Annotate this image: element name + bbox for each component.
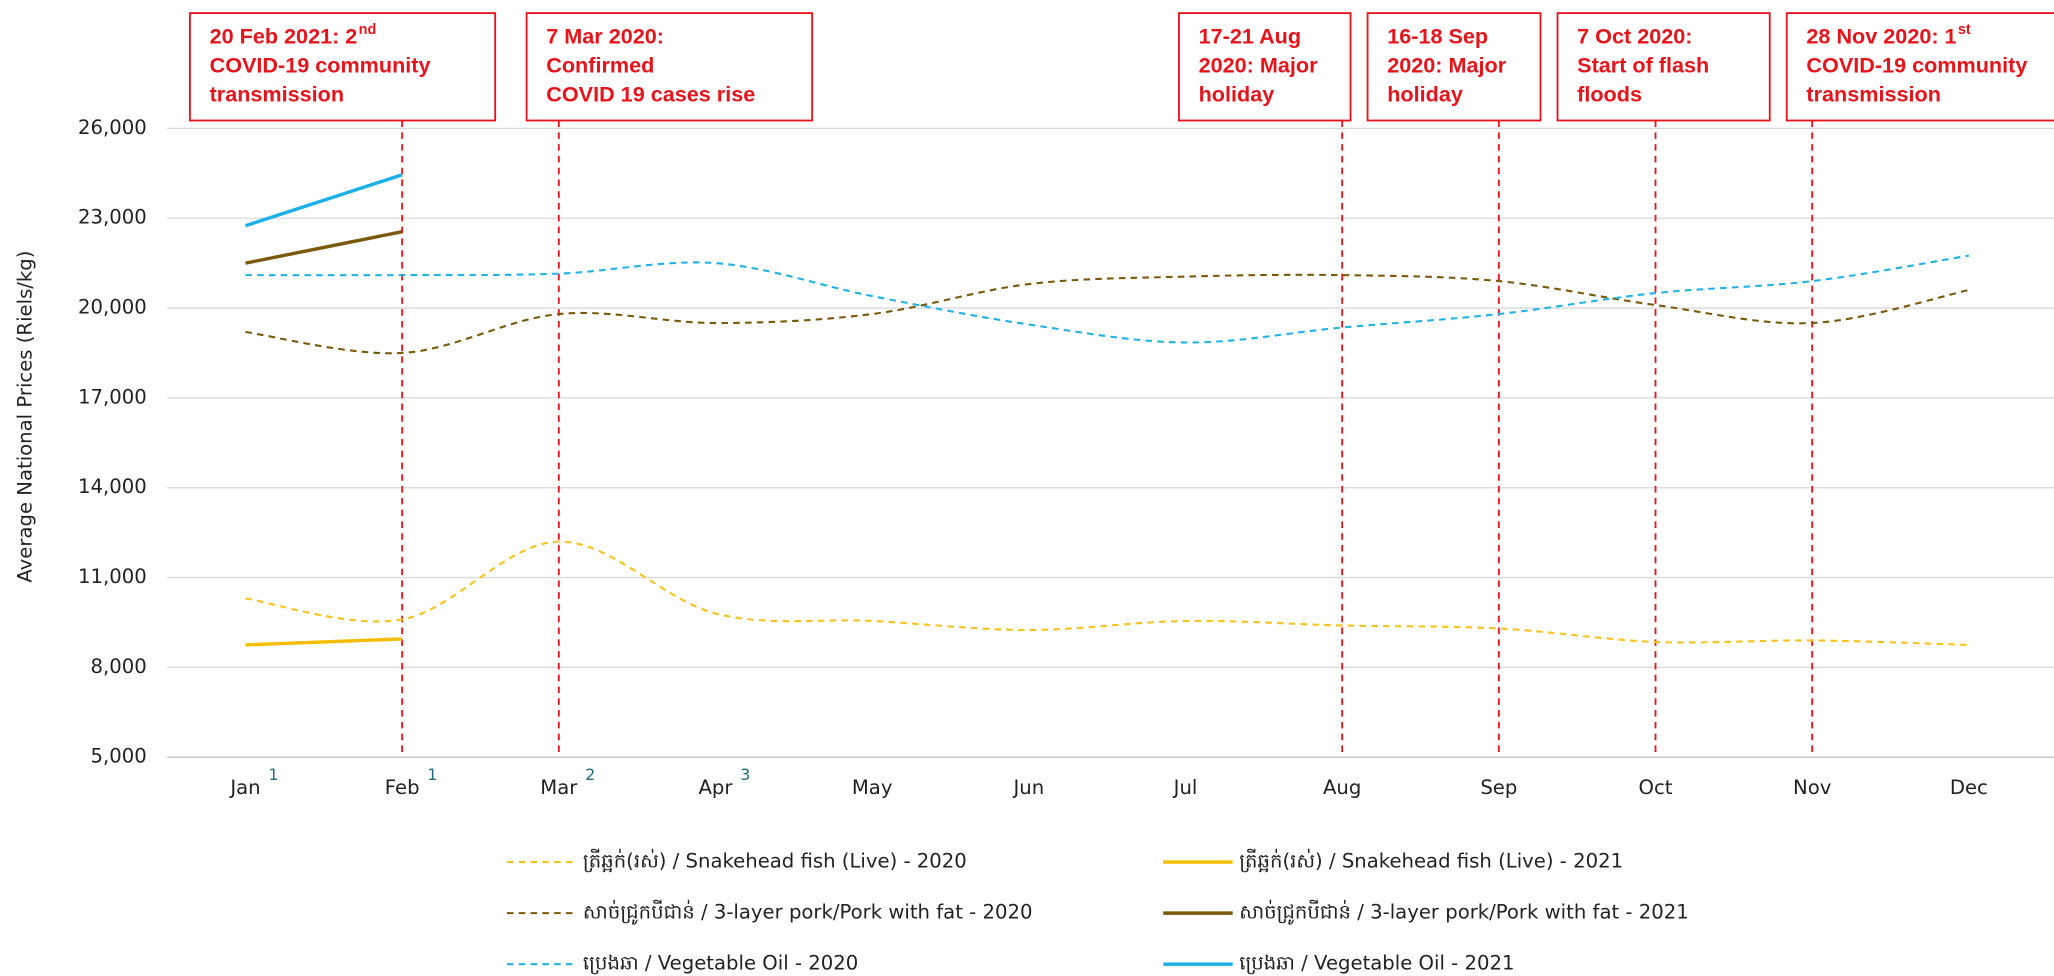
legend-label: ត្រីឆ្អក់(រស់) / Snakehead fish (Live) -… xyxy=(583,849,967,873)
y-tick-label: 20,000 xyxy=(78,296,147,319)
series-line xyxy=(245,273,1970,355)
category-note: 1 xyxy=(427,765,437,784)
annotation-text: Confirmed xyxy=(546,53,654,78)
y-axis-label: Average National Prices (Riels/kg) xyxy=(14,251,37,583)
annotation-text: 17-21 Aug xyxy=(1199,24,1301,49)
annotation-text: 2020: Major xyxy=(1387,53,1506,78)
y-tick-label: 17,000 xyxy=(78,385,147,408)
annotation-box xyxy=(1785,12,2054,122)
series-line xyxy=(245,637,403,647)
annotation-text: 7 Mar 2020: xyxy=(546,24,664,49)
x-tick-label: Mar xyxy=(540,776,578,799)
annotation-text: COVID-19 community xyxy=(210,53,431,78)
annotation-text: transmission xyxy=(1806,81,1940,106)
legend-label: ត្រីឆ្អក់(រស់) / Snakehead fish (Live) -… xyxy=(1239,849,1623,873)
y-tick-label: 8,000 xyxy=(90,655,146,678)
annotation-text: holiday xyxy=(1387,81,1463,106)
annotation-box xyxy=(525,12,814,122)
series-line xyxy=(245,540,1969,646)
legend-label: ប្រេងឆា / Vegetable Oil - 2020 xyxy=(583,952,858,975)
annotation-text: 16-18 Sep xyxy=(1387,24,1488,49)
x-tick-label: Oct xyxy=(1639,776,1673,799)
x-tick-label: Feb xyxy=(385,776,420,799)
annotation-text: holiday xyxy=(1199,81,1275,106)
annotation-text: COVID 19 cases rise xyxy=(546,81,755,106)
legend-label: សាច់ជ្រូកបីជាន់ / 3-layer pork/Pork with… xyxy=(583,900,1033,926)
annotation-box xyxy=(1556,12,1771,122)
annotation-text: Start of flash xyxy=(1577,53,1709,78)
annotation-sup: st xyxy=(1958,22,1971,38)
annotation-text: 7 Oct 2020: xyxy=(1577,24,1692,49)
x-tick-label: Sep xyxy=(1480,776,1517,799)
annotation-text: 28 Nov 2020: 1 xyxy=(1806,24,1956,49)
annotation-box xyxy=(1178,12,1352,122)
category-note: 2 xyxy=(585,765,595,784)
x-tick-label: Aug xyxy=(1323,776,1361,799)
x-tick-label: Nov xyxy=(1793,776,1832,799)
series-line xyxy=(244,173,403,228)
legend-label: សាច់ជ្រូកបីជាន់ / 3-layer pork/Pork with… xyxy=(1239,900,1689,926)
x-tick-label: Jun xyxy=(1011,776,1044,799)
y-tick-label: 26,000 xyxy=(78,116,147,139)
annotation-text: floods xyxy=(1577,81,1642,106)
category-note: 1 xyxy=(268,765,278,784)
annotation-box xyxy=(189,12,497,122)
x-tick-label: Dec xyxy=(1950,776,1988,799)
legend-label: ប្រេងឆា / Vegetable Oil - 2021 xyxy=(1239,952,1514,975)
y-tick-label: 23,000 xyxy=(78,206,147,229)
annotation-text: COVID-19 community xyxy=(1806,53,2027,78)
category-note: 3 xyxy=(740,765,750,784)
y-tick-label: 14,000 xyxy=(78,475,147,498)
y-tick-label: 5,000 xyxy=(90,745,146,768)
annotation-text: 20 Feb 2021: 2 xyxy=(210,24,358,49)
annotation-sup: nd xyxy=(359,22,377,38)
x-tick-label: Jan xyxy=(228,776,260,799)
y-tick-label: 11,000 xyxy=(78,565,147,588)
x-tick-label: Apr xyxy=(699,776,734,799)
series-line xyxy=(245,254,1970,344)
annotation-text: transmission xyxy=(210,81,344,106)
annotation-text: 2020: Major xyxy=(1199,53,1318,78)
annotation-box xyxy=(1366,12,1542,122)
series-line xyxy=(245,230,403,265)
x-tick-label: May xyxy=(852,776,893,799)
x-tick-label: Jul xyxy=(1172,776,1198,799)
